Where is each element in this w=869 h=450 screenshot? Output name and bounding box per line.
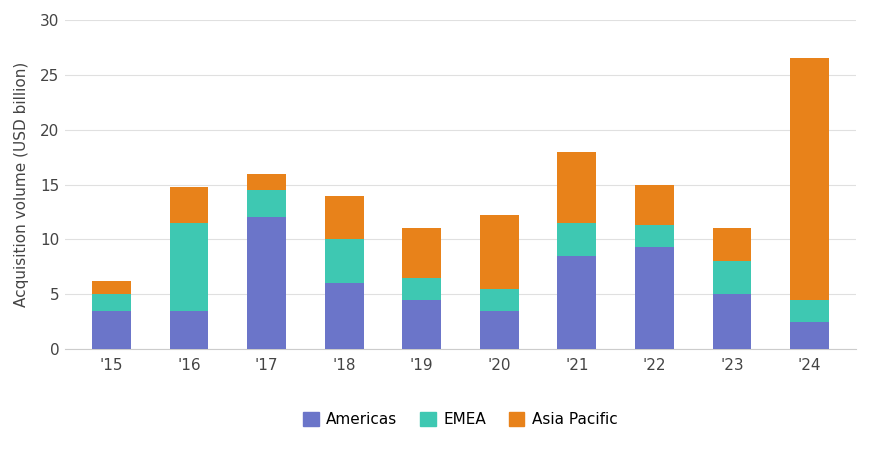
Bar	[634, 225, 673, 247]
Bar	[480, 289, 518, 311]
Bar	[92, 294, 130, 311]
Bar	[247, 217, 286, 349]
Bar	[634, 184, 673, 225]
Bar	[92, 311, 130, 349]
Bar	[789, 322, 828, 349]
Bar	[247, 190, 286, 217]
Bar	[712, 229, 751, 261]
Legend: Americas, EMEA, Asia Pacific: Americas, EMEA, Asia Pacific	[297, 406, 623, 433]
Bar	[401, 229, 441, 278]
Bar	[324, 195, 363, 239]
Bar	[169, 311, 209, 349]
Bar	[557, 223, 595, 256]
Bar	[92, 281, 130, 294]
Bar	[401, 278, 441, 300]
Bar	[169, 223, 209, 311]
Bar	[324, 239, 363, 284]
Bar	[480, 215, 518, 289]
Bar	[169, 187, 209, 223]
Y-axis label: Acquisition volume (USD billion): Acquisition volume (USD billion)	[14, 62, 29, 307]
Bar	[789, 300, 828, 322]
Bar	[557, 256, 595, 349]
Bar	[712, 261, 751, 294]
Bar	[480, 311, 518, 349]
Bar	[789, 58, 828, 300]
Bar	[324, 284, 363, 349]
Bar	[557, 152, 595, 223]
Bar	[401, 300, 441, 349]
Bar	[247, 174, 286, 190]
Bar	[634, 247, 673, 349]
Bar	[712, 294, 751, 349]
